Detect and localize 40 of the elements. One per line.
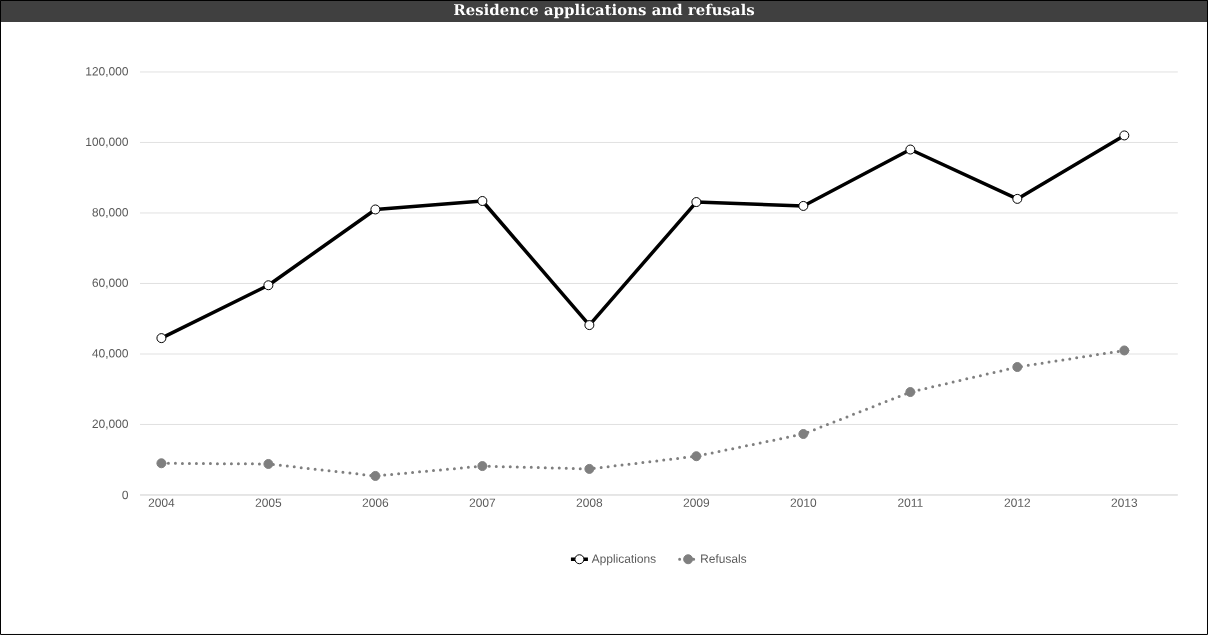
point xyxy=(263,280,274,291)
point xyxy=(1119,345,1130,356)
point xyxy=(691,451,702,462)
point xyxy=(156,458,167,469)
y-tick-label: 20,000 xyxy=(92,419,129,430)
point xyxy=(798,200,809,211)
point xyxy=(1119,130,1130,141)
point xyxy=(905,387,916,398)
x-tick-label: 2009 xyxy=(683,498,710,507)
point xyxy=(477,196,488,206)
y-tick-label: 60,000 xyxy=(92,278,129,289)
point xyxy=(477,461,488,472)
x-tick-label: 2013 xyxy=(1111,498,1138,507)
point xyxy=(370,204,381,215)
point xyxy=(263,458,274,469)
y-tick-label: 40,000 xyxy=(92,349,129,359)
x-tick-label: 2006 xyxy=(362,498,389,507)
point xyxy=(370,470,381,481)
x-tick-label: 2007 xyxy=(469,498,496,507)
y-tick-label: 100,000 xyxy=(86,137,129,148)
y-tick-label: 120,000 xyxy=(86,67,129,77)
point xyxy=(584,463,595,474)
x-tick-label: 2010 xyxy=(790,498,817,507)
chart-title: Residence applications and refusals xyxy=(453,3,755,19)
x-tick-label: 2011 xyxy=(898,498,923,507)
point xyxy=(1012,193,1023,204)
y-tick-label: 0 xyxy=(122,490,129,500)
point xyxy=(905,144,916,155)
point xyxy=(584,320,595,331)
x-tick-label: 2012 xyxy=(1004,498,1031,507)
point xyxy=(156,333,167,344)
legend-label: Applications xyxy=(591,554,656,566)
point xyxy=(1012,362,1023,373)
legend-label: Refusals xyxy=(701,554,747,563)
x-tick-label: 2005 xyxy=(255,498,282,507)
y-tick-label: 80,000 xyxy=(92,208,129,218)
x-tick-label: 2004 xyxy=(148,498,175,507)
point xyxy=(798,429,809,439)
x-tick-label: 2008 xyxy=(576,498,603,507)
point xyxy=(691,197,702,208)
